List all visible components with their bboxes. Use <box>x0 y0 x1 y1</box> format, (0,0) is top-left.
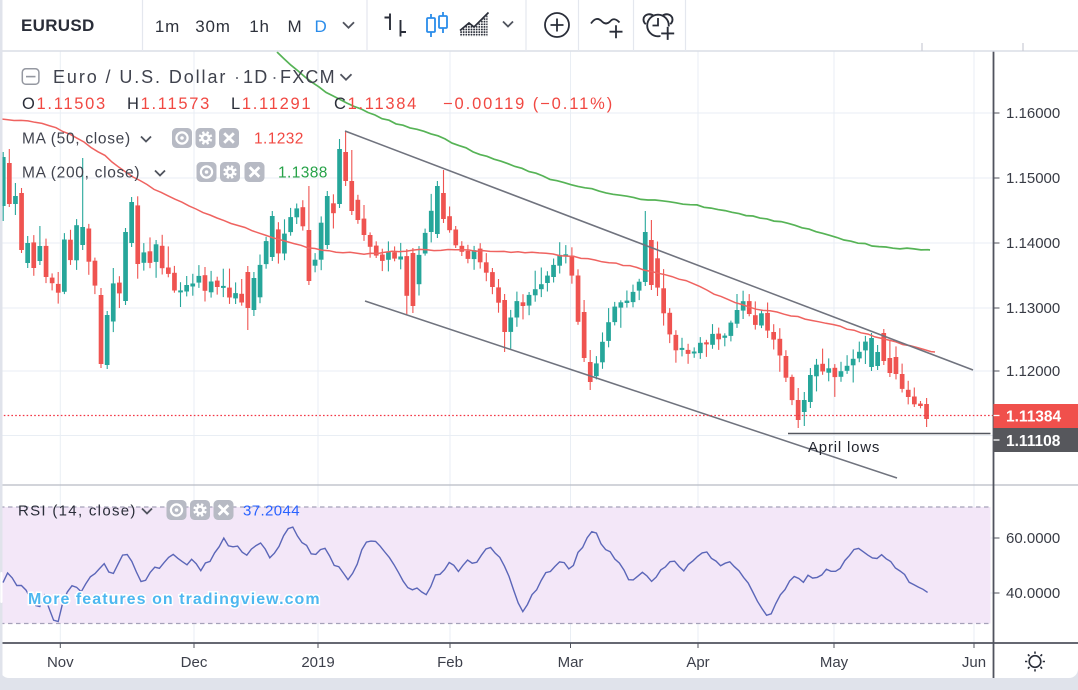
svg-text:Feb: Feb <box>437 654 463 671</box>
svg-text:1.1388: 1.1388 <box>278 165 328 182</box>
svg-text:MA (50, close): MA (50, close) <box>22 131 131 148</box>
svg-text:L1.11291: L1.11291 <box>231 95 312 113</box>
svg-text:1.13000: 1.13000 <box>1006 300 1060 317</box>
svg-text:Nov: Nov <box>47 654 74 671</box>
svg-text:30m: 30m <box>195 17 230 36</box>
svg-text:FXCM: FXCM <box>280 67 336 87</box>
svg-text:1.11108: 1.11108 <box>1006 433 1061 450</box>
svg-text:40.0000: 40.0000 <box>1006 585 1060 602</box>
svg-text:60.0000: 60.0000 <box>1006 530 1060 547</box>
svg-text:1.11384: 1.11384 <box>1006 409 1062 426</box>
svg-text:Jun: Jun <box>962 654 986 671</box>
svg-text:D: D <box>314 17 327 36</box>
svg-text:Mar: Mar <box>558 654 584 671</box>
svg-text:1.14000: 1.14000 <box>1006 235 1060 252</box>
svg-text:C1.11384: C1.11384 <box>334 95 418 113</box>
svg-text:Euro / U.S. Dollar: Euro / U.S. Dollar <box>53 67 227 87</box>
svg-text:1m: 1m <box>155 17 180 36</box>
svg-text:April lows: April lows <box>808 439 880 456</box>
svg-text:1h: 1h <box>249 17 270 36</box>
svg-text:H1.11573: H1.11573 <box>127 95 211 113</box>
svg-text:May: May <box>820 654 849 671</box>
svg-text:37.2044: 37.2044 <box>243 503 300 520</box>
svg-text:−0.00119 (−0.11%): −0.00119 (−0.11%) <box>443 95 614 113</box>
svg-text:1.1232: 1.1232 <box>254 131 304 148</box>
svg-text:1D: 1D <box>243 67 268 87</box>
svg-text:1.16000: 1.16000 <box>1006 105 1060 122</box>
svg-text:EURUSD: EURUSD <box>21 16 95 35</box>
svg-text:1.15000: 1.15000 <box>1006 170 1060 187</box>
svg-text:MA (200, close): MA (200, close) <box>22 165 140 182</box>
svg-text:·: · <box>234 67 240 87</box>
svg-text:More features on tradingview.c: More features on tradingview.com <box>28 591 321 608</box>
svg-text:RSI (14, close): RSI (14, close) <box>18 503 137 520</box>
svg-text:Dec: Dec <box>181 654 208 671</box>
svg-text:1.12000: 1.12000 <box>1006 363 1060 380</box>
svg-text:M: M <box>288 17 303 36</box>
svg-text:O1.11503: O1.11503 <box>22 95 107 113</box>
svg-text:2019: 2019 <box>301 654 334 671</box>
svg-text:·: · <box>272 67 278 87</box>
svg-text:Apr: Apr <box>686 654 709 671</box>
